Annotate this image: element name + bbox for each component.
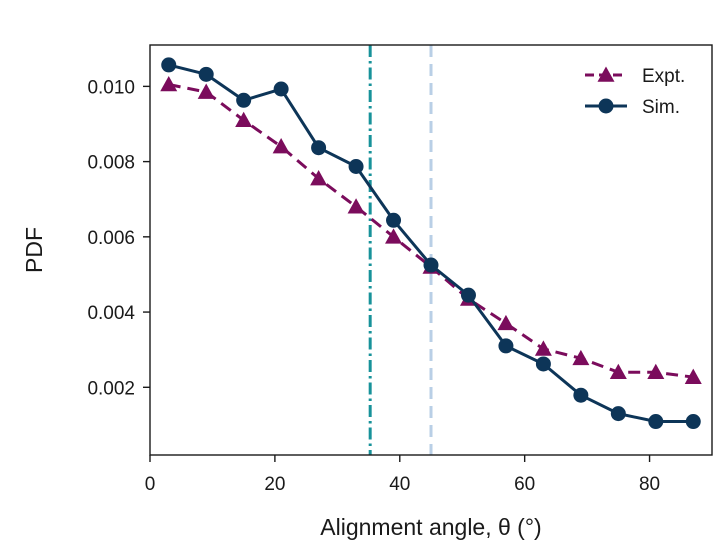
legend-label: Expt. xyxy=(642,66,685,87)
data-point xyxy=(535,356,551,372)
data-point xyxy=(160,75,178,92)
data-point xyxy=(235,111,253,128)
x-tick-label: 20 xyxy=(264,474,285,495)
data-point xyxy=(498,338,514,354)
data-point xyxy=(573,387,589,403)
data-point xyxy=(272,138,290,154)
legend-marker xyxy=(597,66,615,82)
y-tick-label: 0.006 xyxy=(87,228,135,249)
y-tick-label: 0.008 xyxy=(87,153,135,174)
legend-label: Sim. xyxy=(642,97,680,118)
data-series xyxy=(160,57,702,430)
data-point xyxy=(161,57,177,73)
x-tick-label: 80 xyxy=(639,474,660,495)
data-point xyxy=(648,414,664,430)
axis-ticks: 0 20 40 60 80 0.002 0.004 0.006 0.008 0.010 xyxy=(87,77,660,495)
data-point xyxy=(685,414,701,430)
y-tick-label: 0.010 xyxy=(87,77,135,98)
data-point xyxy=(348,158,364,174)
y-axis-title: PDF xyxy=(21,227,47,273)
data-point xyxy=(347,198,365,214)
plot-frame xyxy=(149,44,713,456)
y-tick-label: 0.004 xyxy=(87,303,135,324)
data-point xyxy=(386,212,402,228)
legend: Expt. Sim. xyxy=(585,66,685,118)
x-tick-label: 40 xyxy=(389,474,410,495)
data-point xyxy=(311,140,327,156)
data-point xyxy=(647,363,665,380)
data-point xyxy=(460,287,476,303)
reference-lines xyxy=(368,45,433,455)
x-tick-label: 60 xyxy=(514,474,535,495)
data-point xyxy=(684,368,702,384)
data-point xyxy=(609,363,627,380)
data-point xyxy=(423,257,439,273)
y-tick-label: 0.002 xyxy=(87,378,135,399)
legend-marker xyxy=(598,98,614,114)
data-point xyxy=(197,83,215,99)
x-axis-title: Alignment angle, θ (°) xyxy=(320,514,541,540)
data-point xyxy=(497,314,515,331)
data-point xyxy=(385,228,403,244)
data-point xyxy=(236,92,252,108)
data-point xyxy=(610,406,626,422)
data-point xyxy=(310,170,328,186)
data-point xyxy=(534,340,552,356)
data-point xyxy=(273,81,289,97)
data-point xyxy=(572,349,590,366)
series-sim xyxy=(161,57,701,430)
x-tick-label: 0 xyxy=(145,474,156,495)
data-point xyxy=(198,66,214,82)
